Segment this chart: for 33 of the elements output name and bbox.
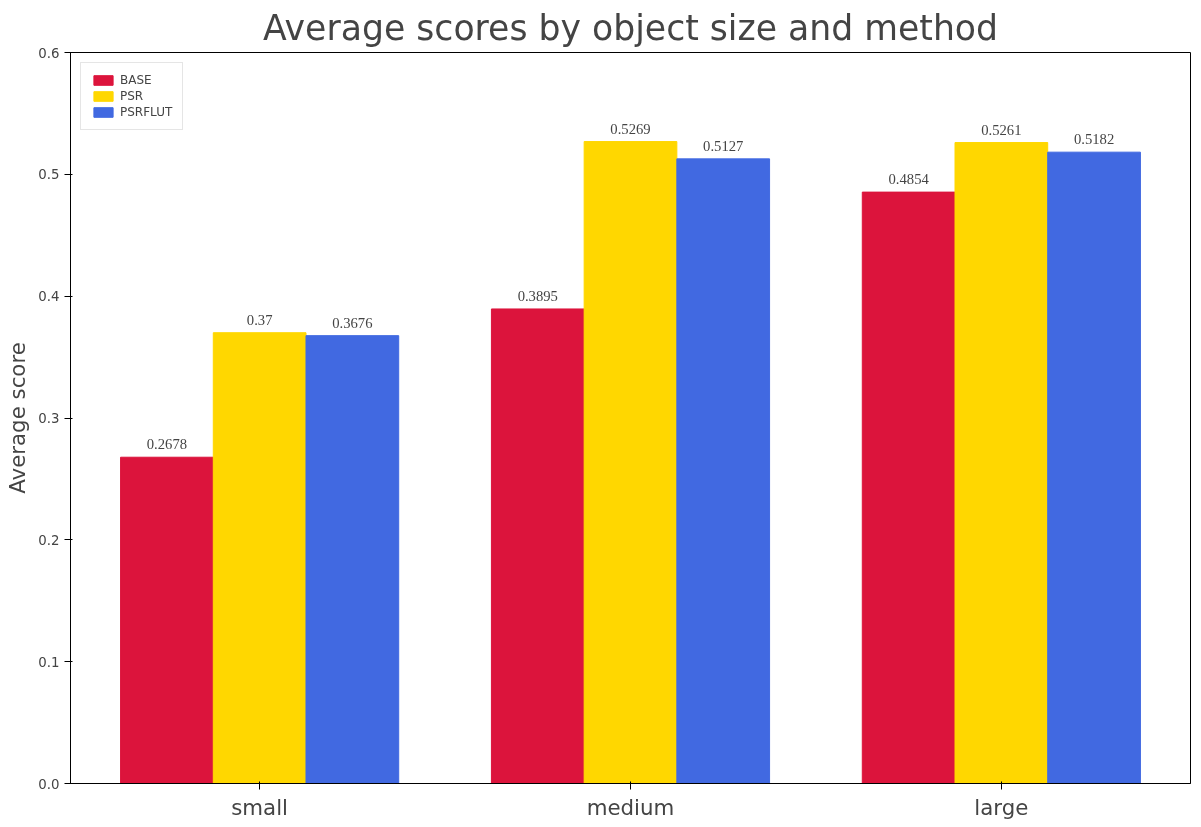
legend-label: PSRFLUT	[120, 105, 173, 119]
data-label: 0.3895	[517, 287, 558, 304]
y-tick-label: 0.6	[38, 45, 60, 61]
data-label: 0.4854	[888, 171, 930, 188]
bar	[490, 308, 585, 784]
x-tick-label: small	[231, 794, 289, 820]
y-tick-label: 0.2	[38, 532, 60, 548]
bar	[1047, 151, 1141, 784]
chart-title: Average scores by object size and method	[262, 7, 999, 48]
y-tick-label: 0.1	[38, 654, 60, 670]
legend-label: PSR	[120, 89, 144, 103]
data-label: 0.5261	[981, 121, 1022, 138]
bar	[861, 191, 956, 784]
y-tick-label: 0.3	[38, 411, 60, 426]
data-label: 0.5269	[610, 120, 651, 137]
data-label: 0.5127	[703, 137, 744, 154]
x-tick-label: medium	[586, 794, 675, 820]
legend-label: BASE	[120, 73, 152, 87]
x-tick-label: large	[974, 794, 1029, 820]
y-axis-title: Average score	[5, 342, 31, 494]
data-label: 0.37	[246, 311, 273, 328]
y-tick-label: 0.0	[38, 776, 60, 792]
y-tick-label: 0.5	[38, 167, 60, 183]
y-tick-label: 0.4	[38, 289, 60, 305]
bar	[120, 456, 214, 784]
data-label: 0.3676	[332, 314, 373, 331]
bar	[212, 332, 307, 784]
bar	[583, 141, 678, 784]
data-label: 0.2678	[146, 436, 188, 453]
bar	[954, 142, 1049, 784]
data-label: 0.5182	[1073, 131, 1115, 148]
bar	[305, 335, 400, 784]
bar	[676, 158, 771, 784]
